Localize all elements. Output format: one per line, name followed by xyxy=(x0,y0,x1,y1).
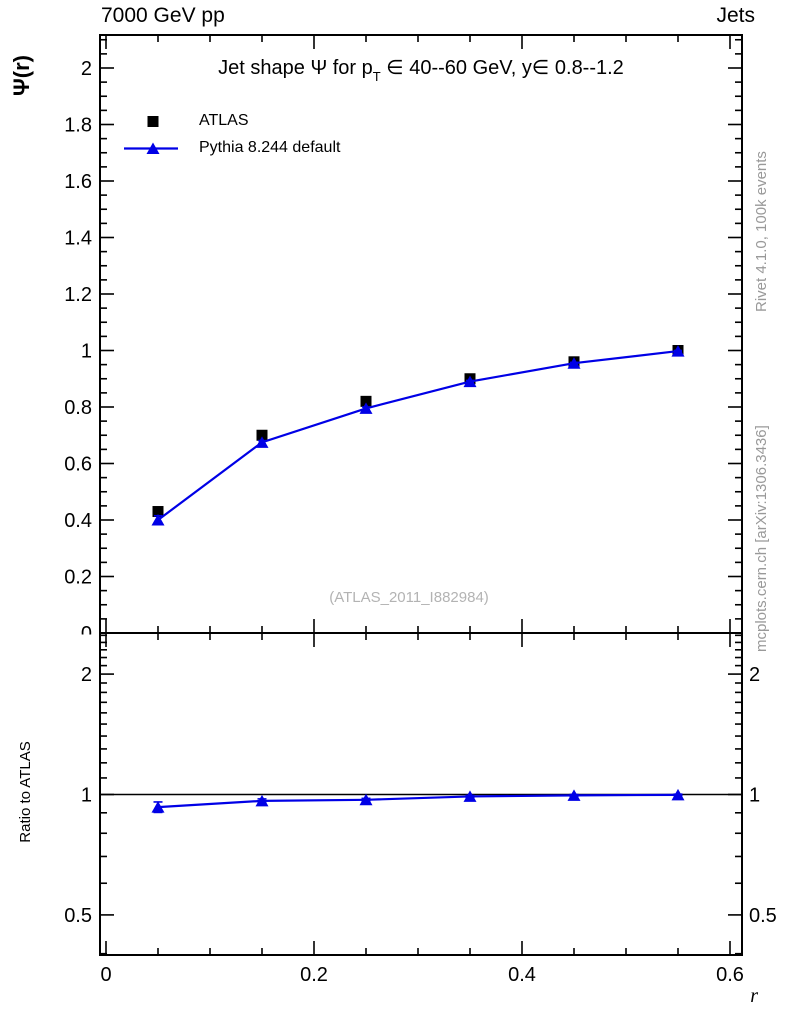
svg-text:0.4: 0.4 xyxy=(64,510,92,532)
svg-text:2: 2 xyxy=(81,58,92,80)
pythia-series xyxy=(151,345,685,526)
plot-title-post: ∈ 40--60 GeV, y∈ 0.8--1.2 xyxy=(380,57,624,79)
svg-text:0.6: 0.6 xyxy=(716,964,744,986)
svg-text:1.6: 1.6 xyxy=(64,171,92,193)
svg-text:0: 0 xyxy=(81,623,92,645)
svg-text:0.6: 0.6 xyxy=(64,454,92,476)
x-tick-labels: 0 0.2 0.4 0.6 xyxy=(100,964,743,986)
svg-text:1.4: 1.4 xyxy=(64,228,92,250)
axis-ticks xyxy=(100,35,742,955)
svg-text:0.8: 0.8 xyxy=(64,397,92,419)
analysis-watermark: (ATLAS_2011_I882984) xyxy=(329,589,489,606)
plot-title-pre: Jet shape Ψ for p xyxy=(218,57,373,79)
plot-title: Jet shape Ψ for pT ∈ 40--60 GeV, y∈ 0.8-… xyxy=(100,55,742,84)
beam-energy-label: 7000 GeV pp xyxy=(101,4,225,27)
mcplots-reference-label: mcplots.cern.ch [arXiv:1306.3436] xyxy=(753,425,770,652)
legend-label-pythia: Pythia 8.244 default xyxy=(199,138,341,156)
y-axis-title-ratio: Ratio to ATLAS xyxy=(17,741,34,843)
axis-tick-labels: 0 0.2 0.4 0.6 0.8 1 1.2 1.4 1.6 1.8 2 xyxy=(64,58,92,645)
svg-text:1.2: 1.2 xyxy=(64,284,92,306)
svg-text:1: 1 xyxy=(81,341,92,363)
legend-item-pythia: Pythia 8.244 default xyxy=(120,134,340,161)
legend: ATLAS Pythia 8.244 default xyxy=(120,107,340,161)
ratio-series xyxy=(151,788,685,814)
svg-text:0.2: 0.2 xyxy=(64,567,92,589)
atlas-marker-icon xyxy=(120,113,182,129)
svg-text:0.4: 0.4 xyxy=(508,964,536,986)
x-axis-title: r xyxy=(750,985,758,1007)
svg-text:1: 1 xyxy=(749,785,760,807)
legend-item-atlas: ATLAS xyxy=(120,107,340,134)
svg-text:2: 2 xyxy=(749,664,760,686)
ratio-tick-labels: 0.5 0.5 1 1 2 2 xyxy=(64,664,777,927)
svg-text:0.2: 0.2 xyxy=(300,964,328,986)
rivet-version-label: Rivet 4.1.0, 100k events xyxy=(753,151,770,312)
panel-frames xyxy=(99,34,743,956)
y-axis-title-main: Ψ(r) xyxy=(9,54,34,96)
svg-text:0.5: 0.5 xyxy=(64,905,92,927)
clip-patch xyxy=(58,634,96,650)
pythia-marker-icon xyxy=(120,140,182,156)
svg-text:0.5: 0.5 xyxy=(749,905,777,927)
process-label: Jets xyxy=(716,4,755,27)
plot-title-subscript: T xyxy=(372,69,381,84)
svg-text:2: 2 xyxy=(81,664,92,686)
atlas-series xyxy=(152,345,684,518)
legend-label-atlas: ATLAS xyxy=(199,111,249,129)
svg-text:1.8: 1.8 xyxy=(64,115,92,137)
svg-text:0: 0 xyxy=(100,964,111,986)
svg-text:1: 1 xyxy=(81,785,92,807)
